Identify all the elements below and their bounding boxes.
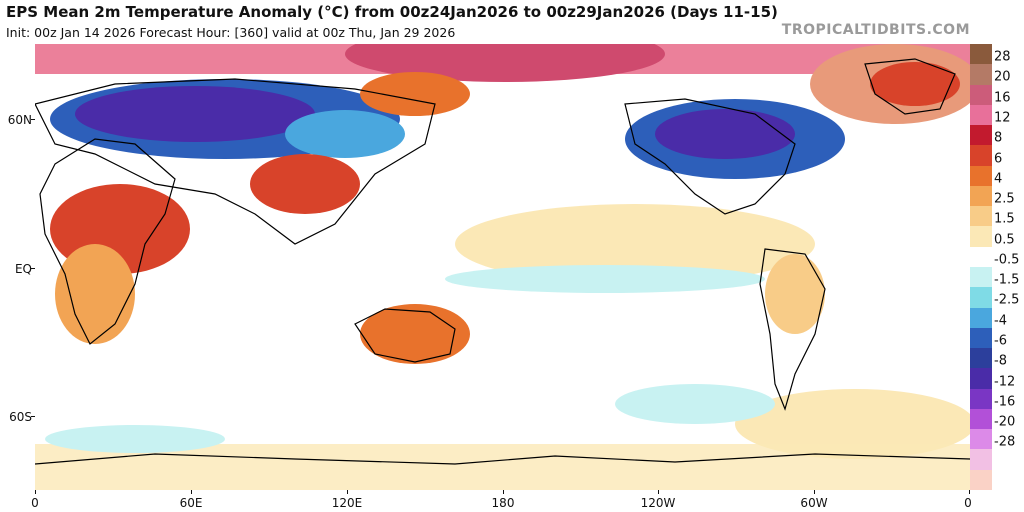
lon-tick [191, 490, 192, 494]
colorbar-label: -2.5 [994, 292, 1020, 308]
south-america-warm [765, 254, 825, 334]
map-subtitle: Init: 00z Jan 14 2026 Forecast Hour: [36… [6, 25, 456, 40]
colorbar-cell [970, 226, 992, 248]
colorbar-label: 0.5 [994, 232, 1015, 248]
north-america-coast [624, 98, 796, 215]
south-atlantic-mild [735, 389, 970, 459]
lat-label-60n: 60N [7, 113, 32, 127]
siberia-cold [285, 110, 405, 158]
colorbar-label: -1.5 [994, 272, 1020, 288]
lat-tick [31, 268, 35, 269]
colorbar-cell [970, 348, 992, 369]
colorbar-cell [970, 388, 992, 410]
eurasia-coast [35, 78, 436, 245]
lon-tick [969, 490, 970, 494]
tropical-pacific-cool [445, 265, 765, 293]
south-america-coast [759, 248, 826, 411]
lat-label-eq: EQ [14, 262, 32, 276]
central-asia-warm [250, 154, 360, 214]
colorbar-cell [970, 287, 992, 309]
eurasia-cold-core [75, 86, 315, 142]
colorbar-cell [970, 267, 992, 288]
colorbar-cell [970, 368, 992, 390]
colorbar-cell [970, 84, 992, 106]
colorbar-label: -4 [994, 313, 1007, 329]
colorbar-cell [970, 408, 992, 430]
colorbar-label: -0.5 [994, 252, 1020, 268]
australia-coast [354, 308, 456, 363]
colorbar-label: 1.5 [994, 211, 1015, 227]
colorbar-cell [970, 246, 992, 268]
colorbar-cell [970, 469, 992, 491]
colorbar-label: 20 [994, 69, 1011, 85]
colorbar-cell [970, 185, 992, 207]
australia-warm [360, 304, 470, 364]
colorbar-label: -12 [994, 374, 1016, 389]
lon-tick [503, 490, 504, 494]
anomaly-map-svg [35, 44, 970, 490]
colorbar-cell [970, 206, 992, 227]
southern-ocean-cool [45, 425, 225, 453]
lon-tick [347, 490, 348, 494]
colorbar-label: -20 [994, 414, 1016, 430]
northeast-asia-warm [360, 72, 470, 116]
lat-tick [31, 119, 35, 120]
lon-tick [658, 490, 659, 494]
colorbar-label: 8 [994, 130, 1003, 146]
coastlines [35, 58, 970, 465]
southern-africa-warm [55, 244, 135, 344]
lon-label-60e: 60E [179, 496, 203, 510]
colorbar-label: 2.5 [994, 191, 1015, 207]
anomaly-map [35, 44, 970, 490]
colorbar-cell [970, 145, 992, 167]
colorbar-label: -8 [994, 353, 1007, 369]
colorbar [970, 44, 992, 491]
antarctic-band [35, 444, 970, 490]
colorbar-cell [970, 104, 992, 126]
north-america-cold-core [655, 109, 795, 159]
lon-label-0-right: 0 [964, 496, 972, 510]
greenland-coast [864, 58, 956, 115]
colorbar-label: -16 [994, 394, 1016, 410]
lat-tick [31, 416, 35, 417]
colorbar-label: 28 [994, 49, 1011, 65]
colorbar-label: -28 [994, 434, 1016, 450]
colorbar-label: 6 [994, 151, 1003, 166]
colorbar-label: 12 [994, 110, 1011, 126]
colorbar-cell [970, 125, 992, 146]
colorbar-cell [970, 165, 992, 187]
antarctica-coast [35, 453, 970, 465]
colorbar-label: 4 [994, 171, 1003, 187]
colorbar-label: 16 [994, 90, 1011, 106]
colorbar-label: -6 [994, 333, 1007, 349]
south-pacific-cool [615, 384, 775, 424]
colorbar-cell [970, 449, 992, 471]
colorbar-cell [970, 429, 992, 450]
colorbar-cell [970, 307, 992, 329]
lon-tick [814, 490, 815, 494]
lon-label-0: 0 [31, 496, 39, 510]
greenland-core [870, 62, 960, 106]
lon-tick [35, 490, 36, 494]
lon-label-120e: 120E [331, 496, 363, 510]
colorbar-cell [970, 44, 992, 65]
colorbar-cell [970, 64, 992, 86]
colorbar-cell [970, 327, 992, 349]
site-watermark: TROPICALTIDBITS.COM [781, 22, 970, 38]
lat-label-60s: 60S [9, 410, 32, 424]
lon-label-180: 180 [491, 496, 515, 510]
africa-coast [39, 138, 176, 345]
lon-label-120w: 120W [640, 496, 676, 510]
pacific-mild [455, 204, 815, 284]
map-title: EPS Mean 2m Temperature Anomaly (°C) fro… [6, 3, 778, 21]
lon-label-60w: 60W [800, 496, 828, 510]
